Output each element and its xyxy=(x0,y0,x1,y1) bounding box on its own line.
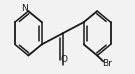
Text: Br: Br xyxy=(102,59,112,68)
Text: N: N xyxy=(22,4,28,13)
Text: O: O xyxy=(61,55,68,64)
